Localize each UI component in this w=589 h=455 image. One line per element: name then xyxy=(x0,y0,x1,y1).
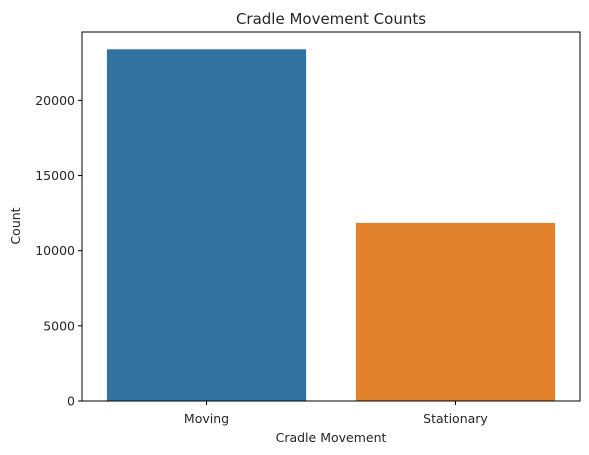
bars-group xyxy=(106,49,556,402)
bar-moving xyxy=(106,49,307,402)
x-axis: Moving Stationary xyxy=(184,401,488,426)
plot-frame xyxy=(81,31,581,402)
bar-stationary xyxy=(355,222,556,401)
x-tick-label: Stationary xyxy=(423,411,488,426)
y-axis-label: Count xyxy=(8,207,23,244)
y-tick-label: 10000 xyxy=(35,243,75,258)
y-axis: 0 5000 10000 15000 20000 xyxy=(35,93,82,409)
x-tick-label: Moving xyxy=(184,411,229,426)
y-tick-label: 15000 xyxy=(35,168,75,183)
y-tick-label: 5000 xyxy=(43,318,75,333)
x-axis-label: Cradle Movement xyxy=(276,430,387,445)
chart-title: Cradle Movement Counts xyxy=(236,10,426,28)
y-tick-label: 20000 xyxy=(35,93,75,108)
y-tick-label: 0 xyxy=(67,394,75,409)
